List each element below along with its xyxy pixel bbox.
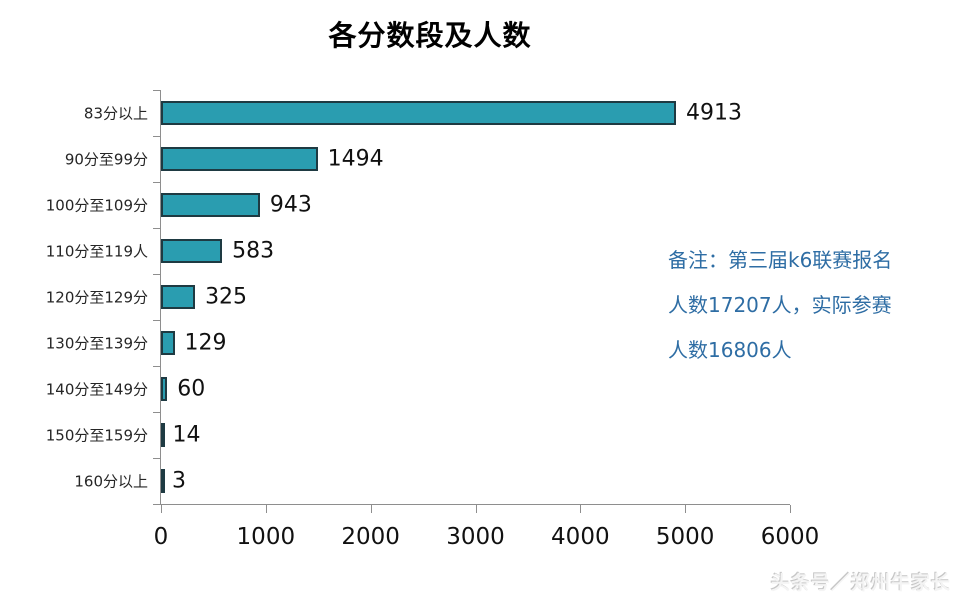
x-axis-tick-label: 2000 [341, 524, 400, 550]
value-label: 129 [184, 330, 227, 356]
bar [161, 331, 175, 355]
bar-row: 160分以上 3 [74, 458, 790, 504]
value-label: 14 [172, 422, 201, 448]
bar-row: 100分至109分 943 [46, 182, 790, 228]
bar-row: 140分至149分 60 [46, 366, 790, 412]
x-axis-tick [265, 505, 267, 513]
annotation-line: 人数16806人 [668, 338, 792, 362]
x-axis-tick-label: 0 [153, 524, 169, 550]
category-label: 160分以上 [74, 472, 148, 491]
annotation-line: 备注：第三届k6联赛报名 [668, 248, 893, 272]
category-label: 110分至119人 [45, 242, 148, 261]
x-axis-tick [685, 505, 687, 513]
annotation-note: 备注：第三届k6联赛报名 人数17207人，实际参赛 人数16806人 [668, 238, 953, 373]
category-label: 120分至129分 [45, 288, 148, 307]
y-axis-tick [153, 182, 161, 183]
y-axis-tick [153, 320, 161, 321]
chart-title: 各分数段及人数 [328, 19, 532, 52]
category-label: 130分至139分 [45, 334, 148, 353]
bar-row: 130分至139分 129 [46, 320, 790, 366]
bar-row: 110分至119人 583 [46, 228, 790, 274]
category-label: 150分至159分 [45, 426, 148, 445]
bar [161, 101, 677, 125]
value-label: 60 [177, 376, 206, 402]
y-axis-tick [153, 412, 161, 413]
value-label: 943 [269, 192, 312, 218]
x-axis-tick-label: 3000 [446, 524, 505, 550]
value-label: 583 [232, 238, 275, 264]
annotation-line: 人数17207人，实际参赛 [668, 293, 892, 317]
y-axis-tick [153, 458, 161, 459]
x-axis-tick-label: 6000 [760, 524, 820, 550]
x-axis-tick [475, 505, 477, 513]
value-label: 1494 [327, 146, 384, 172]
y-axis-tick [153, 90, 161, 91]
category-label: 90分至99分 [64, 150, 148, 169]
category-label: 140分至149分 [45, 380, 148, 399]
bar [161, 423, 165, 447]
y-axis-tick [153, 228, 161, 229]
bar [161, 377, 168, 401]
plot-area: 83分以上 4913 90分至99分 1494 100分至109分 943 110分至119… [46, 90, 819, 550]
bar [161, 469, 165, 493]
category-label: 83分以上 [83, 104, 148, 123]
y-axis-tick [153, 366, 161, 367]
x-axis-tick-label: 4000 [551, 524, 610, 550]
bar-row: 120分至129分 325 [46, 274, 790, 320]
x-axis-tick [580, 505, 582, 513]
bar [161, 285, 196, 309]
x-axis-tick-label: 1000 [236, 524, 296, 550]
bar [161, 193, 260, 217]
x-axis-tick-label: 5000 [655, 524, 715, 550]
value-label: 4913 [686, 100, 743, 126]
x-axis-tick [161, 505, 162, 513]
y-axis-tick [153, 274, 161, 275]
value-label: 3 [172, 468, 186, 494]
watermark: 头条号／郑州牛家长 [770, 572, 951, 594]
bar-row: 90分至99分 1494 [65, 136, 790, 182]
bar-row: 150分至159分 14 [46, 412, 790, 458]
bar [161, 239, 223, 263]
bar-row: 83分以上 4913 [84, 90, 790, 136]
x-axis-tick [370, 505, 372, 513]
value-label: 325 [205, 284, 248, 310]
x-axis-tick [790, 505, 791, 513]
y-axis-tick [153, 504, 161, 505]
bar [161, 147, 318, 171]
y-axis-tick [153, 136, 161, 137]
category-label: 100分至109分 [45, 196, 148, 215]
